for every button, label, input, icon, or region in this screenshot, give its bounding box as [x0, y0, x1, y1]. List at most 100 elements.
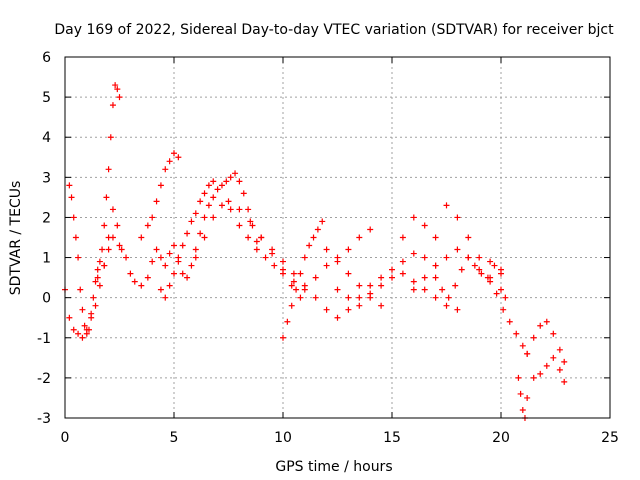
y-tick-label: -2 — [37, 371, 51, 387]
data-point — [112, 82, 119, 89]
data-point — [66, 314, 73, 321]
data-point — [116, 242, 123, 249]
data-point — [432, 274, 439, 281]
data-point — [162, 166, 169, 173]
data-point — [201, 234, 208, 241]
data-point — [253, 246, 260, 253]
data-point — [500, 306, 507, 313]
data-point — [493, 290, 500, 297]
y-axis-label: SDTVAR / TECUs — [8, 181, 24, 296]
data-point — [410, 214, 417, 221]
data-point — [452, 282, 459, 289]
data-point — [162, 294, 169, 301]
data-point — [171, 270, 177, 277]
data-point — [356, 282, 363, 289]
data-point — [537, 370, 544, 377]
data-point — [319, 218, 326, 225]
x-gridlines — [173, 57, 502, 418]
data-point — [201, 190, 208, 197]
data-point — [144, 274, 151, 281]
data-point — [105, 246, 112, 253]
data-point — [101, 262, 108, 269]
data-point — [79, 306, 86, 313]
data-point — [432, 234, 439, 241]
data-point — [236, 206, 243, 213]
data-point — [109, 206, 116, 213]
data-point — [476, 266, 483, 273]
data-point — [288, 302, 295, 309]
data-point — [66, 182, 73, 189]
y-tick-label: 1 — [42, 251, 51, 267]
data-point — [149, 258, 156, 265]
data-point — [245, 234, 252, 241]
data-point — [94, 274, 101, 281]
y-tick-labels: -3 -2 -1 0 1 2 3 4 5 6 — [37, 50, 51, 427]
x-axis-label: GPS time / hours — [275, 459, 392, 475]
data-point — [515, 374, 522, 381]
data-point — [166, 250, 173, 257]
data-point — [517, 390, 524, 397]
data-point — [107, 134, 114, 141]
data-series — [62, 82, 568, 421]
data-point — [306, 242, 313, 249]
y-tick-label: 4 — [42, 130, 51, 146]
data-point — [334, 258, 341, 265]
data-point — [184, 230, 191, 237]
x-tick-label: 10 — [274, 430, 292, 446]
data-point — [114, 86, 121, 93]
data-point — [312, 274, 319, 281]
data-point — [201, 214, 208, 221]
data-point — [439, 286, 446, 293]
data-point — [399, 258, 406, 265]
data-point — [218, 202, 225, 209]
data-point — [399, 234, 406, 241]
data-point — [197, 198, 204, 205]
data-point — [153, 198, 160, 205]
data-point — [345, 270, 352, 277]
data-point — [92, 302, 99, 309]
data-point — [421, 254, 428, 261]
y-tick-label: 0 — [42, 291, 51, 307]
data-point — [103, 194, 110, 201]
data-point — [454, 246, 461, 253]
data-point — [218, 182, 225, 189]
data-point — [166, 158, 173, 165]
data-point — [421, 222, 428, 229]
y-tick-label: 2 — [42, 210, 51, 226]
data-point — [293, 286, 300, 293]
data-point — [465, 234, 472, 241]
data-point — [99, 246, 106, 253]
data-point — [240, 190, 247, 197]
data-point — [271, 262, 278, 269]
data-point — [410, 278, 417, 285]
data-point — [157, 182, 164, 189]
data-point — [543, 362, 550, 369]
data-point — [290, 270, 297, 277]
data-point — [179, 270, 186, 277]
data-point — [197, 230, 204, 237]
data-point — [297, 294, 304, 301]
data-point — [288, 282, 295, 289]
data-point — [356, 234, 363, 241]
data-point — [530, 374, 537, 381]
data-point — [314, 226, 321, 233]
data-point — [179, 242, 186, 249]
data-point — [454, 214, 461, 221]
data-point — [550, 330, 557, 337]
data-point — [367, 282, 374, 289]
y-tick-label: 3 — [42, 170, 51, 186]
data-point — [116, 94, 123, 101]
data-point — [81, 322, 88, 329]
y-tick-label: -1 — [37, 331, 51, 347]
data-point — [138, 282, 145, 289]
data-point — [443, 202, 450, 209]
data-point — [75, 330, 82, 337]
data-point — [478, 270, 485, 277]
axis-ticks — [64, 56, 611, 419]
data-point — [491, 262, 498, 269]
data-point — [443, 254, 450, 261]
data-point — [290, 278, 297, 285]
data-point — [476, 254, 483, 261]
data-point — [157, 286, 164, 293]
data-point — [345, 294, 352, 301]
